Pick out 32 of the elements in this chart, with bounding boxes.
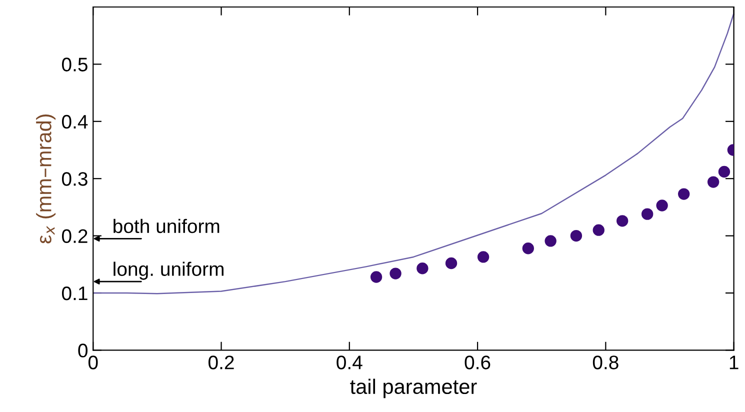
y-tick-label: 0.1: [62, 286, 88, 300]
point: [544, 235, 556, 247]
x-tick-label: 1: [730, 356, 738, 370]
point: [416, 262, 428, 274]
line-series: [93, 12, 734, 294]
point: [570, 230, 582, 242]
point: [718, 166, 730, 178]
x-tick-label: 0.4: [336, 356, 362, 370]
point: [390, 268, 402, 280]
point: [707, 176, 720, 188]
x-tick-label: 0.2: [208, 356, 234, 370]
y-tick-label: 0: [78, 344, 88, 358]
y-tick-label: 0.3: [62, 172, 88, 186]
point: [616, 215, 628, 227]
x-tick-label: 0.8: [592, 356, 618, 370]
x-axis-title: tail parameter: [350, 378, 477, 398]
x-tick-label: 0.6: [464, 356, 490, 370]
x-tick-label: 0: [88, 356, 98, 370]
y-tick-label: 0.4: [62, 114, 88, 129]
point: [370, 271, 382, 283]
y-tick-label: 0.5: [62, 58, 88, 72]
annotation: long. uniform: [114, 262, 224, 280]
point: [641, 208, 654, 220]
y-axis-title: ε$_{x}$ (mm–mrad): [36, 114, 56, 244]
point: [656, 200, 668, 212]
point: [678, 188, 690, 200]
point: [592, 224, 604, 236]
point: [445, 257, 458, 270]
point: [522, 242, 534, 254]
y-tick-label: 0.2: [62, 229, 88, 244]
point: [477, 251, 490, 263]
annotation: both uniform: [114, 218, 220, 234]
